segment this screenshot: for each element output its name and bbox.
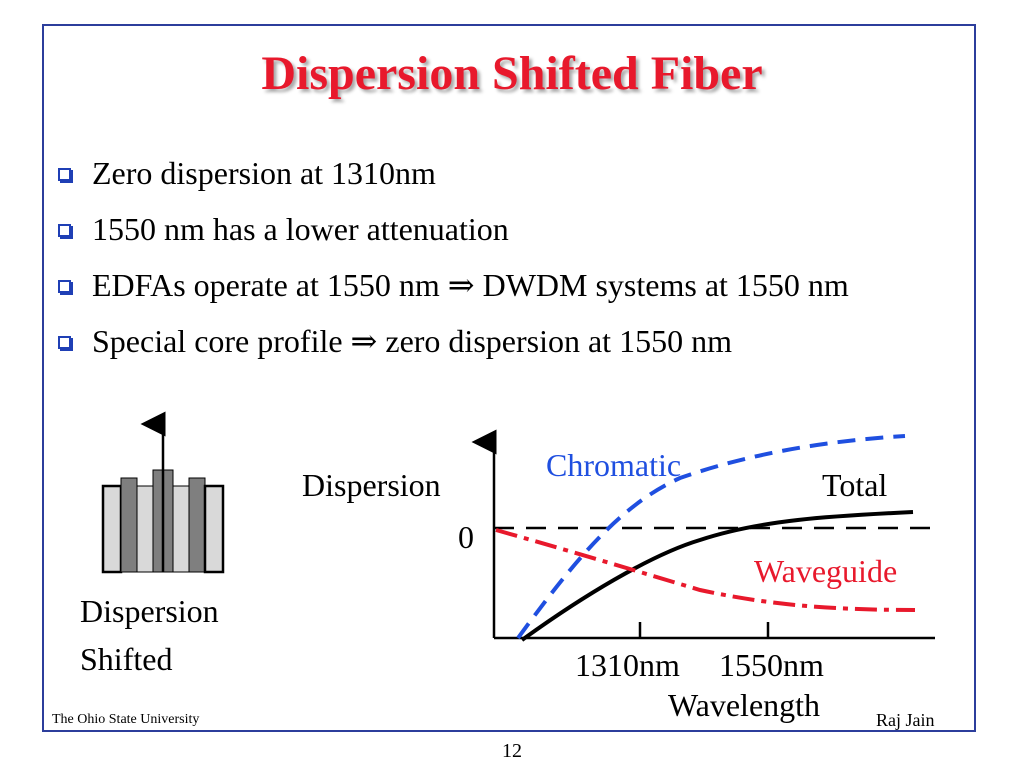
slide-title: Dispersion Shifted Fiber — [261, 47, 763, 100]
bullet-item: Special core profile ⇒ zero dispersion a… — [56, 320, 936, 362]
bullet-text: EDFAs operate at 1550 nm ⇒ DWDM systems … — [92, 267, 849, 303]
slide-frame — [42, 24, 976, 732]
bullet-text: Zero dispersion at 1310nm — [92, 155, 436, 191]
bullet-item: EDFAs operate at 1550 nm ⇒ DWDM systems … — [56, 264, 932, 306]
footer-institution: The Ohio State University — [52, 712, 200, 727]
bullet-item: 1550 nm has a lower attenuation — [56, 208, 936, 250]
hollow-square-bullet-icon — [58, 168, 71, 181]
bullet-text: Special core profile ⇒ zero dispersion a… — [92, 323, 732, 359]
page-number: 12 — [502, 740, 522, 762]
footer-author: Raj Jain — [876, 710, 935, 730]
bullet-list: Zero dispersion at 1310nm 1550 nm has a … — [56, 152, 936, 376]
hollow-square-bullet-icon — [58, 224, 71, 237]
bullet-text: 1550 nm has a lower attenuation — [92, 211, 509, 247]
bullet-item: Zero dispersion at 1310nm — [56, 152, 936, 194]
hollow-square-bullet-icon — [58, 280, 71, 293]
hollow-square-bullet-icon — [58, 336, 71, 349]
